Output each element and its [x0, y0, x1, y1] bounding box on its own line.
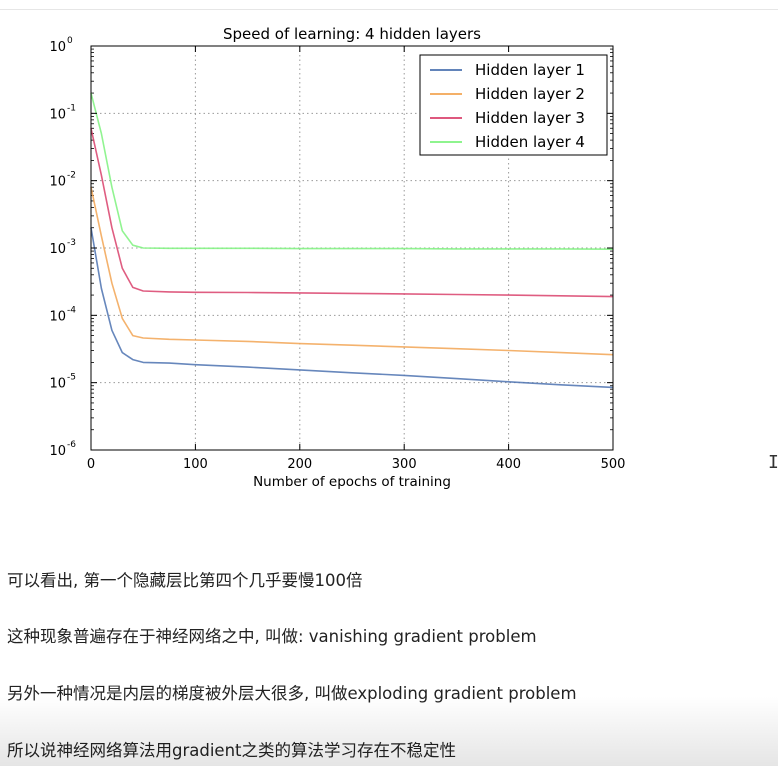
chart-title: Speed of learning: 4 hidden layers: [223, 25, 481, 43]
x-tick-label: 500: [601, 457, 626, 472]
series-line-4: [90, 92, 614, 250]
y-tick-label-base: 10: [49, 40, 66, 55]
legend-label-3: Hidden layer 3: [475, 109, 585, 127]
x-axis-label: Number of epochs of training: [253, 474, 451, 490]
y-tick-label-base: 10: [49, 242, 66, 257]
legend-box: [419, 54, 608, 156]
x-tick-label: 400: [496, 457, 521, 472]
series-line-1: [90, 227, 614, 389]
series-line-3: [90, 128, 614, 298]
y-tick-label-exponent: 0: [67, 36, 73, 46]
x-tick-label: 200: [287, 457, 312, 472]
top-divider: [0, 9, 778, 10]
note-line-3: 另外一种情况是内层的梯度被外层大很多, 叫做exploding gradient…: [7, 684, 577, 703]
series-line-2: [90, 187, 614, 356]
y-tick-label-base: 10: [49, 175, 66, 190]
legend-label-1: Hidden layer 1: [475, 61, 585, 79]
y-tick-label-base: 10: [49, 444, 66, 459]
y-tick-label-exponent: -6: [67, 440, 76, 450]
x-tick-label: 0: [87, 457, 95, 472]
y-tick-label-exponent: -3: [67, 238, 76, 248]
note-line-4: 所以说神经网络算法用gradient之类的算法学习存在不稳定性: [7, 741, 457, 760]
y-tick-label-base: 10: [49, 309, 66, 324]
legend-label-2: Hidden layer 2: [475, 85, 585, 103]
legend-label-4: Hidden layer 4: [475, 133, 585, 151]
x-tick-label: 100: [183, 457, 208, 472]
y-tick-label-exponent: -4: [67, 305, 76, 315]
x-tick-label: 300: [392, 457, 417, 472]
note-line-2: 这种现象普遍存在于神经网络之中, 叫做: vanishing gradient …: [7, 627, 537, 646]
y-tick-label-exponent: -1: [67, 103, 76, 113]
learning-speed-chart: 0 100 200 300 400 500 10 0 10 -1 10 -2 10 -3 10 -4 10 -5 1…: [0, 16, 700, 506]
y-tick-label-base: 10: [49, 107, 66, 122]
text-cursor-icon: I: [768, 452, 778, 473]
note-line-1: 可以看出, 第一个隐藏层比第四个几乎要慢100倍: [7, 571, 363, 590]
y-tick-label-exponent: -2: [67, 171, 76, 181]
y-tick-label-exponent: -5: [67, 373, 76, 383]
y-tick-label-base: 10: [49, 377, 66, 392]
